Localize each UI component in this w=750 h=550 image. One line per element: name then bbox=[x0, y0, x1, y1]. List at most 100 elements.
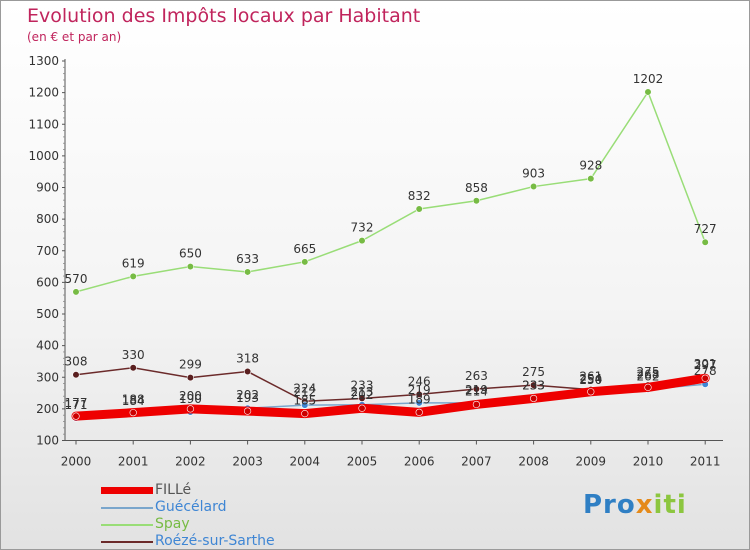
series-line-fill- bbox=[71, 373, 710, 421]
data-label-fill-: 214 bbox=[465, 384, 488, 398]
data-label-gu-c-lard: 202 bbox=[236, 388, 259, 402]
data-label-gu-c-lard: 213 bbox=[351, 385, 374, 399]
data-label-spay: 570 bbox=[65, 272, 88, 286]
point-spay bbox=[529, 182, 538, 191]
point-spay bbox=[129, 272, 137, 280]
point-fill- bbox=[72, 412, 80, 420]
data-label-spay: 928 bbox=[579, 159, 602, 173]
data-label-fill-: 177 bbox=[65, 396, 88, 410]
y-tick-label: 400 bbox=[36, 339, 59, 353]
x-tick-label: 2007 bbox=[461, 455, 492, 469]
x-tick-label: 2008 bbox=[518, 455, 549, 469]
point-spay bbox=[301, 258, 309, 266]
data-label-ro-z-sur-sarthe: 299 bbox=[179, 358, 202, 372]
data-label-ro-z-sur-sarthe: 224 bbox=[293, 381, 316, 395]
legend-swatch bbox=[101, 524, 153, 526]
legend-label: Spay bbox=[155, 516, 190, 532]
point-ro-z-sur-sarthe bbox=[72, 371, 80, 379]
legend-swatch bbox=[101, 487, 153, 494]
legend-swatch bbox=[101, 541, 153, 543]
data-label-spay: 633 bbox=[236, 252, 259, 266]
series-line-spay bbox=[75, 90, 706, 293]
y-tick-label: 700 bbox=[36, 244, 59, 258]
y-tick-label: 600 bbox=[36, 275, 59, 289]
data-label-fill-: 202 bbox=[351, 388, 374, 402]
y-tick-label: 1300 bbox=[28, 54, 59, 68]
x-tick-label: 2004 bbox=[290, 455, 321, 469]
data-label-spay: 619 bbox=[122, 256, 145, 270]
point-fill- bbox=[644, 383, 652, 391]
point-fill- bbox=[415, 408, 423, 416]
logo-part-1: Pro bbox=[583, 490, 636, 520]
data-label-gu-c-lard: 233 bbox=[522, 378, 545, 392]
point-fill- bbox=[186, 405, 194, 413]
point-ro-z-sur-sarthe bbox=[415, 390, 423, 398]
data-label-gu-c-lard: 219 bbox=[408, 383, 431, 397]
data-label-gu-c-lard: 250 bbox=[579, 373, 602, 387]
y-tick-label: 300 bbox=[36, 370, 59, 384]
y-tick-label: 800 bbox=[36, 212, 59, 226]
data-label-ro-z-sur-sarthe: 275 bbox=[522, 365, 545, 379]
legend-label: FILLé bbox=[155, 482, 192, 498]
y-tick-label: 1200 bbox=[28, 86, 59, 100]
x-tick-label: 2005 bbox=[347, 455, 378, 469]
data-label-fill-: 233 bbox=[522, 378, 545, 392]
x-tick-label: 2003 bbox=[232, 455, 263, 469]
data-label-gu-c-lard: 190 bbox=[179, 392, 202, 406]
point-ro-z-sur-sarthe bbox=[529, 381, 538, 389]
point-spay bbox=[358, 237, 366, 245]
point-fill- bbox=[358, 404, 366, 412]
data-label-ro-z-sur-sarthe: 318 bbox=[236, 352, 259, 366]
data-label-ro-z-sur-sarthe: 330 bbox=[122, 348, 145, 362]
y-tick-label: 500 bbox=[36, 307, 59, 321]
data-label-ro-z-sur-sarthe: 233 bbox=[351, 378, 374, 392]
point-ro-z-sur-sarthe bbox=[129, 364, 137, 372]
point-spay bbox=[244, 268, 252, 276]
point-fill- bbox=[472, 400, 481, 409]
legend-swatch bbox=[101, 507, 153, 509]
data-label-spay: 650 bbox=[179, 247, 202, 261]
y-tick-label: 200 bbox=[36, 402, 59, 416]
data-label-ro-z-sur-sarthe: 301 bbox=[694, 357, 717, 371]
chart-subtitle: (en € et par an) bbox=[27, 30, 122, 44]
legend-label: Roézé-sur-Sarthe bbox=[155, 533, 275, 549]
data-label-gu-c-lard: 171 bbox=[65, 398, 88, 412]
x-tick-label: 2002 bbox=[175, 455, 206, 469]
data-label-fill-: 185 bbox=[293, 394, 316, 408]
x-tick-label: 2000 bbox=[61, 455, 92, 469]
data-label-fill-: 254 bbox=[579, 372, 602, 386]
y-tick-label: 1100 bbox=[28, 117, 59, 131]
data-label-gu-c-lard: 219 bbox=[465, 383, 488, 397]
data-label-spay: 832 bbox=[408, 189, 431, 203]
x-tick-label: 2001 bbox=[118, 455, 149, 469]
data-label-ro-z-sur-sarthe: 275 bbox=[637, 365, 660, 379]
point-fill- bbox=[244, 407, 252, 415]
logo-part-3: iti bbox=[653, 490, 687, 520]
point-fill- bbox=[129, 409, 137, 417]
data-label-fill-: 200 bbox=[179, 389, 202, 403]
point-spay bbox=[72, 288, 80, 296]
y-tick-label: 900 bbox=[36, 181, 59, 195]
point-fill- bbox=[301, 410, 309, 418]
data-label-gu-c-lard: 212 bbox=[293, 385, 316, 399]
data-label-fill-: 268 bbox=[637, 367, 660, 381]
point-ro-z-sur-sarthe bbox=[244, 367, 252, 376]
data-label-fill-: 188 bbox=[122, 393, 145, 407]
data-label-spay: 732 bbox=[351, 221, 374, 235]
x-tick-label: 2010 bbox=[633, 455, 664, 469]
data-label-spay: 727 bbox=[694, 222, 717, 236]
point-spay bbox=[415, 205, 423, 213]
point-spay bbox=[186, 262, 194, 271]
y-tick-label: 1000 bbox=[28, 149, 59, 163]
data-label-spay: 1202 bbox=[633, 72, 664, 86]
data-label-fill-: 193 bbox=[236, 391, 259, 405]
data-label-fill-: 189 bbox=[408, 392, 431, 406]
point-fill- bbox=[529, 394, 538, 403]
y-tick-label: 100 bbox=[36, 434, 59, 448]
data-label-gu-c-lard: 184 bbox=[122, 394, 145, 408]
series-line-ro-z-sur-sarthe bbox=[75, 367, 706, 403]
x-tick-label: 2011 bbox=[690, 455, 721, 469]
data-label-ro-z-sur-sarthe: 261 bbox=[579, 370, 602, 384]
